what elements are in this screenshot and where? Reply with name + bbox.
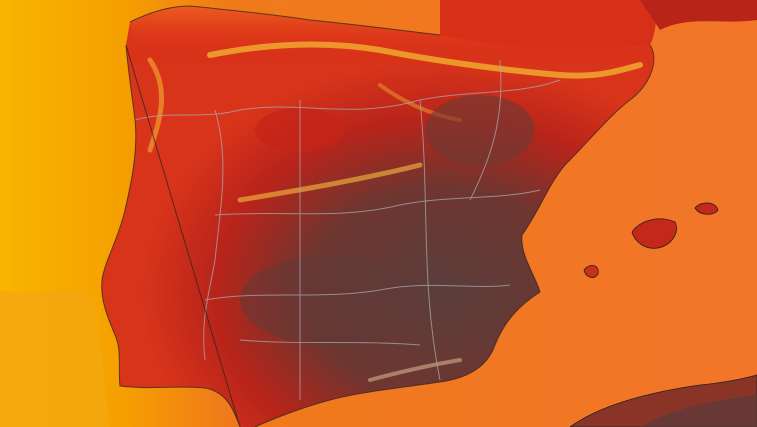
border: [134, 109, 241, 121]
border: [203, 109, 224, 361]
ibiza: [583, 264, 599, 278]
coastline: [101, 5, 655, 427]
north-shading: [130, 6, 654, 130]
mallorca: [631, 218, 677, 249]
border: [469, 59, 502, 201]
north-africa-hot: [640, 395, 757, 427]
region-borders: [134, 59, 561, 400]
border: [204, 284, 511, 301]
hot-area: [240, 255, 420, 345]
galician-highlands: [147, 57, 165, 153]
sea-patch: [0, 290, 110, 427]
central-range: [237, 162, 423, 203]
france: [440, 0, 656, 55]
hot-area: [425, 95, 535, 165]
sierra-nevada: [368, 358, 462, 382]
menorca: [694, 202, 719, 215]
france-coast: [640, 0, 757, 30]
border: [214, 189, 541, 216]
border: [419, 99, 441, 381]
border: [239, 339, 421, 346]
cantabrian-range: [207, 41, 643, 79]
